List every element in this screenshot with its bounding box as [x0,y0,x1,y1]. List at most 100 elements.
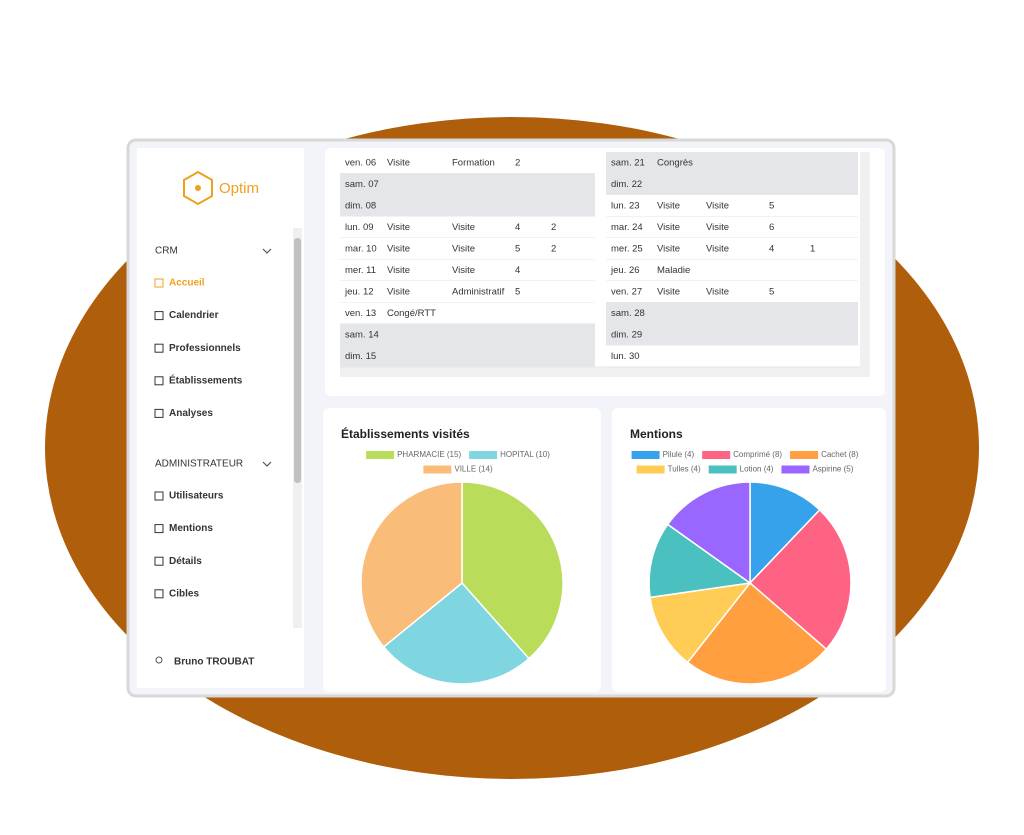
pie-slice [666,481,751,585]
menu-item[interactable]: Détails [169,556,202,567]
pie-slice [649,581,752,664]
calendar-row [606,324,858,346]
logo [183,170,213,206]
calendar-cell: 5 [515,244,520,255]
calendar-cell: 2 [515,158,520,169]
legend-swatch [790,451,819,459]
calendar-cell: dim. 15 [345,351,376,362]
menu-item[interactable]: Calendrier [169,310,219,321]
calendar-cell: mer. 11 [345,265,376,276]
menu-icon [154,589,164,599]
calendar-row [606,152,858,174]
calendar-row [606,281,858,303]
calendar-cell: Visite [657,222,680,233]
brand: Optim [219,180,259,197]
calendar-row [340,173,595,195]
menu-item[interactable]: Cibles [169,588,199,599]
menu-item[interactable]: Accueil [169,278,205,289]
legend-label: HOPITAL (10) [500,450,550,459]
legend-swatch [781,465,810,474]
calendar-row [606,345,858,367]
calendar-cell: sam. 28 [611,308,645,319]
calendar-cell: Congé/RTT [387,308,436,319]
legend-label: PHARMACIE (15) [397,450,461,459]
menu-item[interactable]: Mentions [169,523,213,534]
legend-swatch [636,465,665,474]
calendar-cell: ven. 13 [345,308,376,319]
calendar-row [340,302,595,324]
calendar-cell: ven. 06 [345,158,376,169]
sidebar-menu: CRM Accueil Calendrier Professionnels Établi… [154,246,272,668]
calendar-row [340,152,595,174]
section-title: CRM [155,246,178,257]
calendar-row [340,216,595,238]
calendar-row [606,238,858,260]
calendar-cell: 6 [769,222,774,233]
calendar-cell: ven. 27 [611,287,642,298]
calendar-cell: Visite [706,244,729,255]
legend-label: Comprimé (8) [733,450,782,459]
calendar-cell: jeu. 12 [344,287,374,298]
calendar-scrollbar [340,366,870,377]
chevron [262,248,272,254]
calendar-row [340,281,595,303]
pie-slice [749,481,821,585]
calendar-cell: Visite [387,244,410,255]
legend-swatch [708,465,737,474]
section-title: ADMINISTRATEUR [155,459,243,470]
menu-item[interactable]: Établissements [169,373,243,386]
calendar-cell: Visite [706,222,729,233]
legend-swatch [366,451,395,459]
pie-slice [382,581,531,685]
calendar-cell: Visite [657,244,680,255]
calendar-cell: 5 [515,287,520,298]
pie-slice [748,508,852,651]
calendar-cell: 4 [515,222,520,233]
calendar-cell: lun. 30 [611,351,640,362]
calendar-cell: Visite [452,265,475,276]
calendar-cell: lun. 23 [611,201,640,212]
calendar-cell: sam. 14 [345,330,379,341]
menu-icon [154,524,164,534]
legend-label: Cachet (8) [821,450,859,459]
menu-item[interactable]: Professionnels [169,343,241,354]
chart-title: Mentions [630,427,683,441]
calendar-cell: Formation [452,158,495,169]
legend-label: Pilule (4) [663,450,695,459]
menu-icon [154,278,164,288]
sidebar [137,148,304,688]
calendar-cell: 1 [810,244,815,255]
calendar-row [606,259,858,281]
calendar-cell: dim. 22 [611,179,642,190]
calendar-cell: mar. 24 [611,222,643,233]
calendar-cell: 2 [551,222,556,233]
menu-icon [154,343,164,353]
legend-label: Aspirine (5) [812,465,853,474]
chevron [262,461,272,467]
calendar-cell: mer. 25 [611,244,643,255]
menu-item[interactable]: Utilisateurs [169,491,224,502]
calendar-cell: Visite [387,158,410,169]
calendar-row [606,195,858,217]
calendar-cell: Visite [452,222,475,233]
calendar-cell: Visite [657,201,680,212]
sidebar-scroll-thumb [294,238,301,483]
pie-slice [360,481,463,648]
calendar-row [340,324,595,346]
calendar-cell: Visite [706,287,729,298]
calendar-cell: sam. 21 [611,158,645,169]
calendar-cell: sam. 07 [345,179,379,190]
calendar-cell: Congrès [657,158,693,169]
calendar-cell: Visite [452,244,475,255]
legend-item: Lotion (4) [708,465,774,474]
calendar-vscrollbar [860,152,870,366]
calendar-cell: 4 [769,244,774,255]
pie-slice [648,523,752,599]
menu-item[interactable]: Analyses [169,408,213,419]
calendar-cell: Visite [387,265,410,276]
calendar: ven. 06 Visite Formation 2 sam. 07 dim. 08 lun… [340,152,858,368]
legend-item: HOPITAL (10) [469,450,550,459]
legend-swatch [631,451,660,459]
calendar-cell: 4 [515,265,520,276]
calendar-row [340,345,595,367]
